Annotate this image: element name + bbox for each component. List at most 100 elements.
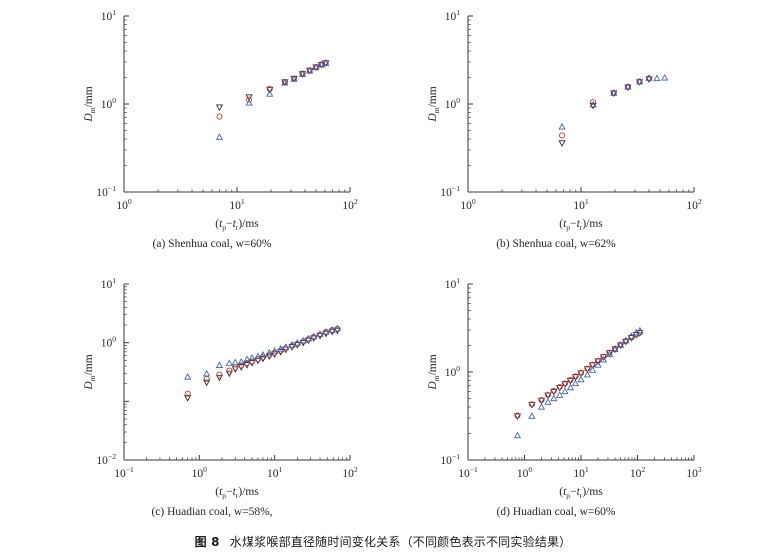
data-point: [627, 332, 635, 339]
data-point: [589, 100, 597, 108]
data-point: [225, 370, 233, 378]
data-point: [611, 345, 619, 353]
data-point: [556, 391, 564, 398]
data-point: [203, 379, 211, 387]
data-point: [594, 358, 602, 365]
data-point: [215, 133, 224, 140]
subcaption-d: (d) Huadian coal, w=60%: [496, 506, 616, 518]
data-point: [277, 349, 285, 356]
data-point: [661, 74, 669, 81]
data-point: [653, 74, 661, 82]
x-axis-title: (tp−tr)/ms: [559, 486, 603, 500]
data-point: [216, 371, 223, 378]
data-point: [645, 76, 653, 83]
data-point: [606, 349, 613, 356]
data-point: [184, 373, 192, 380]
data-point: [300, 338, 307, 345]
y-tick-label: 101: [445, 8, 461, 23]
data-point: [588, 362, 597, 369]
data-point: [528, 401, 535, 408]
series-run-3-blue-up-triangle: [215, 59, 330, 140]
x-tick-label: 102: [342, 465, 358, 480]
data-point: [622, 336, 630, 344]
y-tick-label: 101: [101, 8, 117, 23]
data-point: [266, 86, 274, 94]
data-point: [528, 412, 536, 419]
data-point: [605, 350, 614, 358]
data-point: [266, 90, 274, 97]
data-point: [288, 340, 296, 348]
data-point: [566, 383, 575, 391]
data-point: [624, 83, 632, 90]
data-point: [271, 351, 279, 358]
data-point: [226, 367, 233, 374]
data-point: [312, 63, 320, 71]
data-point: [259, 355, 267, 363]
series-run-3-blue-up-triangle: [184, 324, 341, 380]
data-point: [282, 343, 290, 350]
svg-text:Dm/mm: Dm/mm: [427, 354, 441, 390]
data-point: [537, 397, 546, 405]
data-point: [322, 59, 330, 66]
data-point: [259, 350, 267, 358]
y-axis-title: Dm/mm: [83, 86, 97, 122]
data-point: [594, 357, 602, 364]
x-tick-label: 102: [686, 197, 702, 212]
data-point: [544, 398, 552, 405]
data-point: [538, 397, 545, 404]
data-point: [622, 338, 630, 346]
data-point: [293, 339, 301, 346]
data-point: [537, 403, 546, 410]
y-tick-label: 100: [445, 96, 461, 111]
subcaption-b: (b) Shenhua coal, w=62%: [496, 238, 616, 250]
y-tick-label: 100: [101, 335, 117, 350]
series-run-2-red-circle: [559, 75, 653, 139]
data-point: [513, 431, 522, 439]
data-point: [333, 324, 341, 332]
figure-caption: 图 8 水煤浆喉部直径随时间变化关系（不同颜色表示不同实验结果）: [0, 533, 766, 550]
x-axis-title: (tp−tr)/ms: [559, 218, 603, 232]
data-point: [599, 355, 608, 363]
data-point: [636, 77, 644, 85]
data-point: [594, 361, 602, 368]
x-tick-label: 101: [229, 197, 245, 212]
series-run-3-blue-up-triangle: [558, 74, 669, 130]
data-point: [203, 369, 211, 377]
panel-c-svg: 10−1 100 101 102 10−2 100 101 (tp−tr)/ms Dm/mm: [83, 276, 358, 500]
panel-a-data-layer: [215, 59, 330, 140]
y-tick-label: 101: [101, 276, 117, 291]
data-point: [528, 402, 536, 409]
svg-text:Dm/mm: Dm/mm: [83, 86, 97, 122]
data-point: [583, 370, 592, 378]
y-tick-label: 100: [101, 96, 117, 111]
data-point: [248, 354, 256, 361]
data-point: [577, 369, 585, 376]
data-point: [184, 395, 192, 402]
data-point: [246, 96, 253, 103]
data-point: [265, 353, 273, 360]
data-point: [577, 370, 585, 378]
data-point: [561, 381, 569, 388]
data-point: [645, 74, 653, 81]
data-point: [271, 347, 279, 354]
x-axis-title: (tp−tr)/ms: [215, 218, 259, 232]
figure-caption-text: 水煤浆喉部直径随时间变化关系（不同颜色表示不同实验结果）: [229, 535, 572, 549]
data-point: [600, 353, 607, 360]
data-point: [599, 354, 608, 361]
data-point: [577, 375, 585, 383]
data-point: [610, 89, 618, 96]
x-tick-label: 102: [342, 197, 358, 212]
x-tick-label: 101: [573, 197, 589, 212]
panel-d-svg: 10−1 100 101 102 103 10−1 100 101 (tp−tr)/ms Dm/m…: [427, 276, 702, 500]
data-point: [561, 387, 569, 395]
data-point: [298, 70, 307, 77]
series-run-3-blue-up-triangle: [513, 326, 644, 439]
x-tick-label: 101: [573, 465, 589, 480]
data-point: [245, 98, 253, 106]
data-point: [238, 362, 245, 369]
x-tick-label: 100: [192, 465, 208, 480]
data-point: [583, 366, 592, 373]
